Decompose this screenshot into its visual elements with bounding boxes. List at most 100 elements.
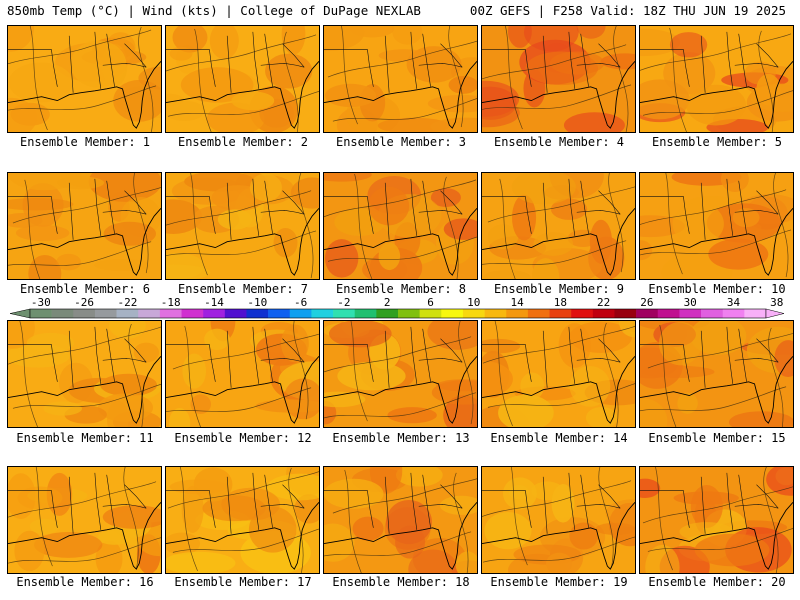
ensemble-member-map	[323, 25, 478, 133]
ensemble-member-label: Ensemble Member: 20	[648, 575, 786, 589]
colorbar-tick-label: 30	[684, 296, 697, 309]
temperature-field	[324, 467, 477, 573]
ensemble-member-label: Ensemble Member: 11	[16, 431, 154, 445]
colorbar-tick-label: -30	[31, 296, 51, 309]
temperature-field	[640, 26, 793, 132]
colorbar-tick-label: 2	[384, 296, 391, 309]
ensemble-member-map	[639, 172, 794, 280]
temperature-field	[166, 26, 319, 132]
colorbar-swatch	[376, 309, 399, 318]
temperature-field	[166, 173, 319, 279]
ensemble-member-label: Ensemble Member: 3	[335, 135, 467, 149]
colorbar-swatch	[722, 309, 745, 318]
ensemble-member-label: Ensemble Member: 9	[493, 282, 625, 296]
ensemble-member-map	[7, 25, 162, 133]
ensemble-member-label: Ensemble Member: 2	[177, 135, 309, 149]
colorbar-tick-label: 26	[640, 296, 653, 309]
colorbar-swatch	[354, 309, 377, 318]
colorbar-swatch	[679, 309, 702, 318]
colorbar-swatch	[159, 309, 182, 318]
ensemble-member-label: Ensemble Member: 1	[19, 135, 151, 149]
colorbar-swatch	[289, 309, 312, 318]
colorbar-swatch	[398, 309, 420, 318]
ensemble-member-label: Ensemble Member: 5	[651, 135, 783, 149]
colorbar-tick-label: -2	[337, 296, 350, 309]
colorbar-swatch	[224, 309, 247, 318]
temperature-field	[324, 173, 477, 279]
temperature-field	[482, 26, 635, 132]
colorbar-tick-label: 14	[510, 296, 524, 309]
ensemble-member-map	[481, 466, 636, 574]
ensemble-member-label: Ensemble Member: 7	[177, 282, 309, 296]
colorbar-tick-label: 18	[554, 296, 567, 309]
ensemble-member-map	[323, 172, 478, 280]
colorbar-swatch	[657, 309, 680, 318]
ensemble-member-label: Ensemble Member: 15	[648, 431, 786, 445]
ensemble-member-label: Ensemble Member: 12	[174, 431, 312, 445]
temperature-field	[482, 321, 635, 427]
ensemble-member-map	[165, 172, 320, 280]
colorbar-swatch	[592, 309, 615, 318]
colorbar-swatch	[116, 309, 139, 318]
colorbar-swatch	[246, 309, 269, 318]
colorbar-swatch	[636, 309, 659, 318]
colorbar-swatch	[94, 309, 117, 318]
ensemble-member-label: Ensemble Member: 17	[174, 575, 312, 589]
ensemble-member-map	[639, 466, 794, 574]
colorbar-swatch	[181, 309, 204, 318]
colorbar-swatch	[419, 309, 442, 318]
temperature-field	[8, 321, 161, 427]
model-valid-time: 00Z GEFS | F258 Valid: 18Z THU JUN 19 20…	[469, 3, 786, 18]
ensemble-member-label: Ensemble Member: 8	[335, 282, 467, 296]
ensemble-member-label: Ensemble Member: 16	[16, 575, 154, 589]
temperature-field	[640, 467, 793, 573]
colorbar-tick-label: 22	[597, 296, 610, 309]
temperature-field	[324, 321, 477, 427]
ensemble-member-label: Ensemble Member: 10	[648, 282, 786, 296]
ensemble-member-map	[7, 172, 162, 280]
temperature-field	[640, 321, 793, 427]
temperature-field	[166, 467, 319, 573]
colorbar-tick-label: -26	[74, 296, 94, 309]
ensemble-member-map	[639, 320, 794, 428]
ensemble-member-label: Ensemble Member: 13	[332, 431, 470, 445]
colorbar-swatch	[203, 309, 226, 318]
ensemble-member-map	[7, 466, 162, 574]
colorbar-tick-label: 38	[770, 296, 783, 309]
colorbar-swatch	[268, 309, 291, 318]
ensemble-member-label: Ensemble Member: 4	[493, 135, 625, 149]
temperature-field	[640, 173, 793, 279]
colorbar-tick-label: 34	[727, 296, 741, 309]
colorbar-tick-label: 10	[467, 296, 480, 309]
ensemble-member-map	[639, 25, 794, 133]
ensemble-member-map	[7, 320, 162, 428]
colorbar-swatch	[484, 309, 507, 318]
colorbar-swatch	[311, 309, 334, 318]
ensemble-member-map	[481, 25, 636, 133]
temperature-colorbar: -30 -26 -22 -18 -14 -10 -6 -2 2 6 10 14 18 22 26 30 34 38…	[9, 296, 785, 319]
ensemble-member-label: Ensemble Member: 6	[19, 282, 151, 296]
colorbar-tick-label: -18	[161, 296, 181, 309]
temperature-field	[482, 467, 635, 573]
temperature-field	[8, 26, 161, 132]
temperature-field	[8, 173, 161, 279]
colorbar-tick-label: -14	[204, 296, 224, 309]
colorbar-swatch	[527, 309, 550, 318]
ensemble-member-map	[323, 320, 478, 428]
ensemble-member-label: Ensemble Member: 14	[490, 431, 628, 445]
colorbar-swatch	[462, 309, 485, 318]
colorbar-swatch	[441, 309, 464, 318]
ensemble-member-map	[165, 320, 320, 428]
colorbar-swatch	[51, 309, 74, 318]
ensemble-member-label: Ensemble Member: 19	[490, 575, 628, 589]
colorbar-swatch	[138, 309, 161, 318]
temperature-field	[8, 467, 161, 573]
ensemble-member-map	[481, 172, 636, 280]
temperature-field	[166, 321, 319, 427]
colorbar-swatch	[701, 309, 724, 318]
colorbar-swatch	[744, 309, 767, 318]
ensemble-member-map	[165, 25, 320, 133]
colorbar-swatch	[333, 309, 356, 318]
colorbar-tick-label: 6	[427, 296, 434, 309]
ensemble-member-map	[165, 466, 320, 574]
